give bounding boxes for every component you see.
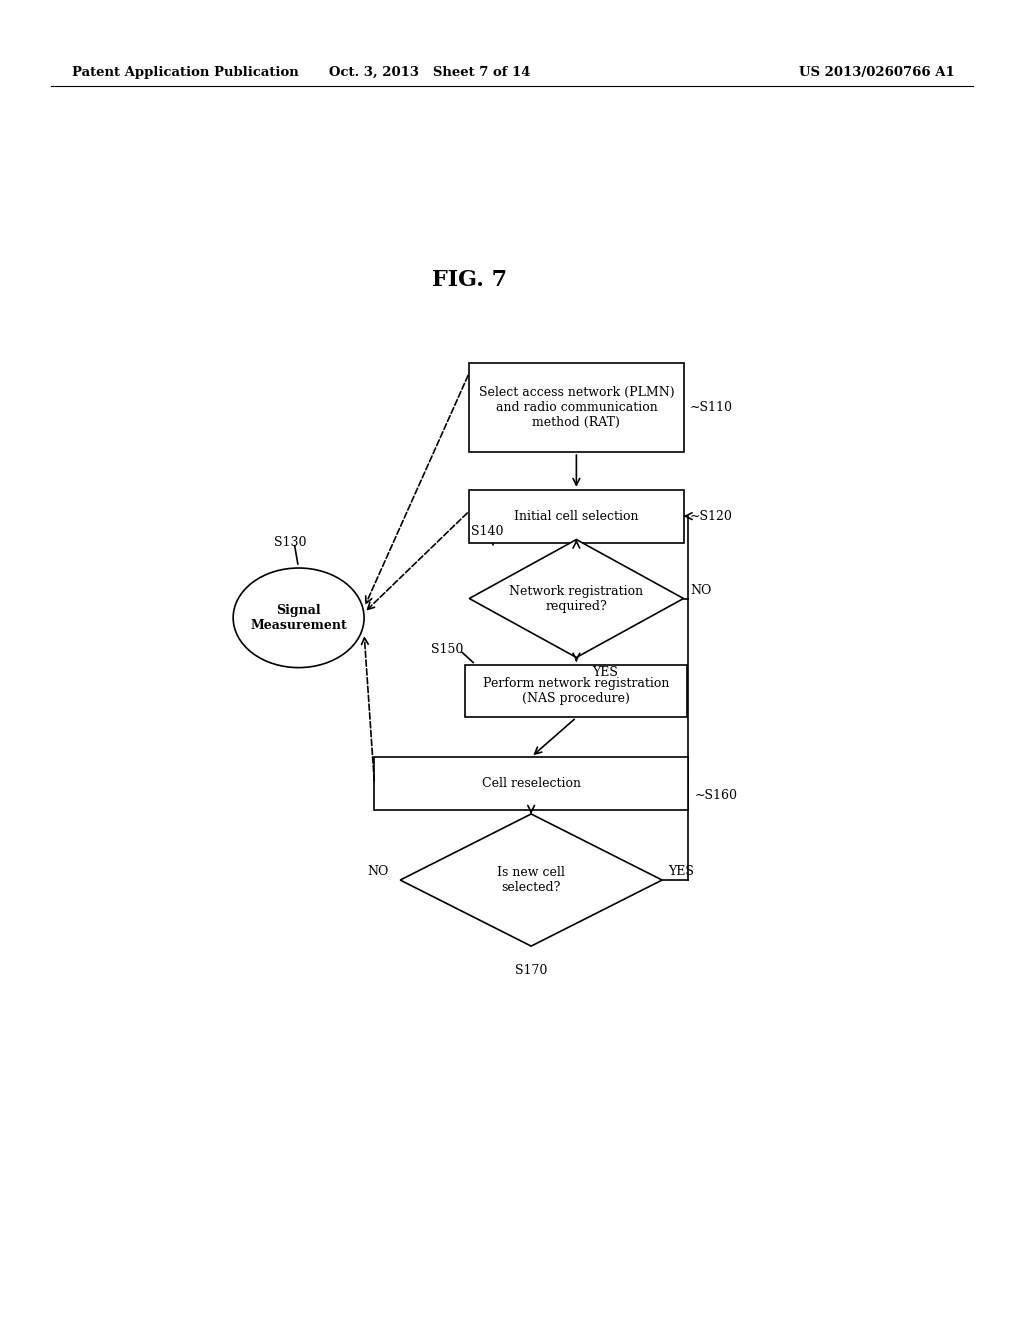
Text: ∼S160: ∼S160 — [694, 789, 737, 803]
Text: ∼S110: ∼S110 — [690, 401, 733, 414]
Text: S150: S150 — [431, 643, 464, 656]
Text: NO: NO — [690, 583, 712, 597]
Text: ∼S120: ∼S120 — [690, 510, 733, 523]
FancyBboxPatch shape — [469, 363, 684, 453]
Ellipse shape — [233, 568, 365, 668]
FancyBboxPatch shape — [375, 758, 688, 810]
Text: Select access network (PLMN)
and radio communication
method (RAT): Select access network (PLMN) and radio c… — [478, 385, 674, 429]
Text: Oct. 3, 2013   Sheet 7 of 14: Oct. 3, 2013 Sheet 7 of 14 — [330, 66, 530, 79]
Text: Network registration
required?: Network registration required? — [509, 585, 643, 612]
Polygon shape — [400, 814, 663, 946]
Text: S140: S140 — [471, 525, 504, 539]
Text: S130: S130 — [274, 536, 307, 549]
Text: NO: NO — [367, 866, 388, 878]
Text: Cell reselection: Cell reselection — [481, 777, 581, 789]
Text: FIG. 7: FIG. 7 — [432, 269, 507, 292]
Text: YES: YES — [592, 665, 618, 678]
Text: Is new cell
selected?: Is new cell selected? — [498, 866, 565, 894]
FancyBboxPatch shape — [465, 664, 687, 718]
Text: Patent Application Publication: Patent Application Publication — [72, 66, 298, 79]
Text: US 2013/0260766 A1: US 2013/0260766 A1 — [799, 66, 954, 79]
Text: S170: S170 — [515, 965, 548, 977]
FancyBboxPatch shape — [469, 490, 684, 543]
Text: YES: YES — [669, 866, 694, 878]
Text: Initial cell selection: Initial cell selection — [514, 510, 639, 523]
Text: Signal
Measurement: Signal Measurement — [250, 603, 347, 632]
Polygon shape — [469, 540, 684, 657]
Text: Perform network registration
(NAS procedure): Perform network registration (NAS proced… — [483, 677, 670, 705]
